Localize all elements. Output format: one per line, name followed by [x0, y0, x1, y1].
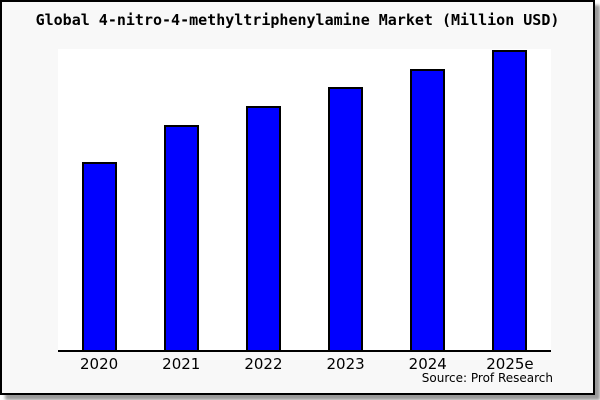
- bar-slot-2023: [305, 49, 387, 350]
- bar-slot-2025e: [469, 49, 551, 350]
- x-tick-2023: 2023: [326, 355, 365, 373]
- bar-slot-2024: [387, 49, 469, 350]
- chart-title: Global 4-nitro-4-methyltriphenylamine Ma…: [35, 11, 560, 29]
- plot-area: [58, 49, 551, 352]
- x-tick-2020: 2020: [79, 355, 119, 373]
- bar-2025e: [492, 50, 528, 350]
- chart-window: Global 4-nitro-4-methyltriphenylamine Ma…: [0, 0, 595, 395]
- x-tick-2025e: 2025e: [486, 355, 534, 373]
- bar-2021: [163, 125, 199, 350]
- bar-2023: [328, 87, 364, 350]
- bar-2022: [245, 106, 281, 350]
- x-tick-2024: 2024: [408, 355, 447, 373]
- x-axis-labels: 2020 2021 2022 2023 2024 2025e: [58, 355, 551, 373]
- x-tick-2021: 2021: [162, 355, 201, 373]
- bar-2020: [81, 162, 117, 350]
- x-tick-2022: 2022: [244, 355, 283, 373]
- bar-slot-2021: [140, 49, 222, 350]
- bar-slot-2020: [58, 49, 140, 350]
- source-credit: Source: Prof Research: [421, 371, 553, 385]
- bar-2024: [410, 69, 446, 350]
- bar-slot-2022: [222, 49, 304, 350]
